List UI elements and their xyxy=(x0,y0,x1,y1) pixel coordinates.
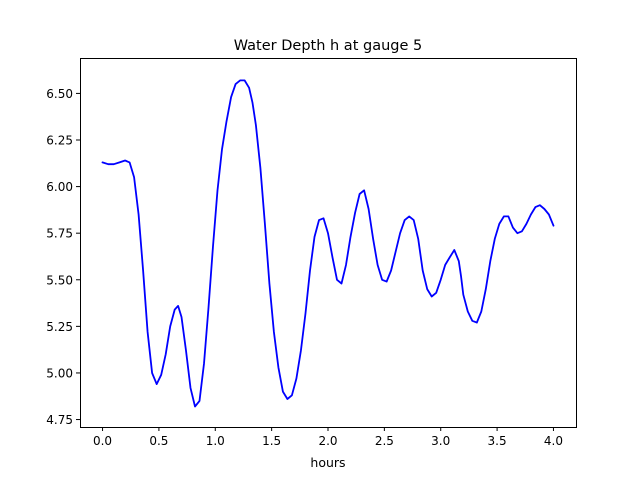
x-tick-label: 1.0 xyxy=(206,434,225,448)
x-axis-label: hours xyxy=(310,455,345,470)
x-tick-label: 0.0 xyxy=(93,434,112,448)
x-tick-label: 3.0 xyxy=(431,434,450,448)
x-tick-label: 0.5 xyxy=(149,434,168,448)
x-tick-label: 2.5 xyxy=(375,434,394,448)
x-tick-label: 2.0 xyxy=(318,434,337,448)
y-tick-label: 6.00 xyxy=(46,180,73,194)
y-tick-label: 5.75 xyxy=(46,227,73,241)
y-tick-label: 5.00 xyxy=(46,366,73,380)
series-line xyxy=(101,79,555,408)
series-group xyxy=(101,79,555,408)
x-tick-label: 4.0 xyxy=(544,434,563,448)
chart-title: Water Depth h at gauge 5 xyxy=(234,38,422,54)
y-tick-label: 5.25 xyxy=(46,320,73,334)
x-tick-label: 3.5 xyxy=(488,434,507,448)
y-tick-label: 4.75 xyxy=(46,413,73,427)
plot-frame xyxy=(80,58,577,428)
y-tick-label: 6.25 xyxy=(46,134,73,148)
x-tick-label: 1.5 xyxy=(262,434,281,448)
y-axis-ticks: 4.75 5.00 5.25 5.50 5.75 6.00 6.25 6.50 xyxy=(46,87,80,427)
y-tick-label: 6.50 xyxy=(46,87,73,101)
y-tick-label: 5.50 xyxy=(46,273,73,287)
x-axis-ticks: 0.0 0.5 1.0 1.5 2.0 2.5 3.0 3.5 4.0 xyxy=(93,427,563,448)
